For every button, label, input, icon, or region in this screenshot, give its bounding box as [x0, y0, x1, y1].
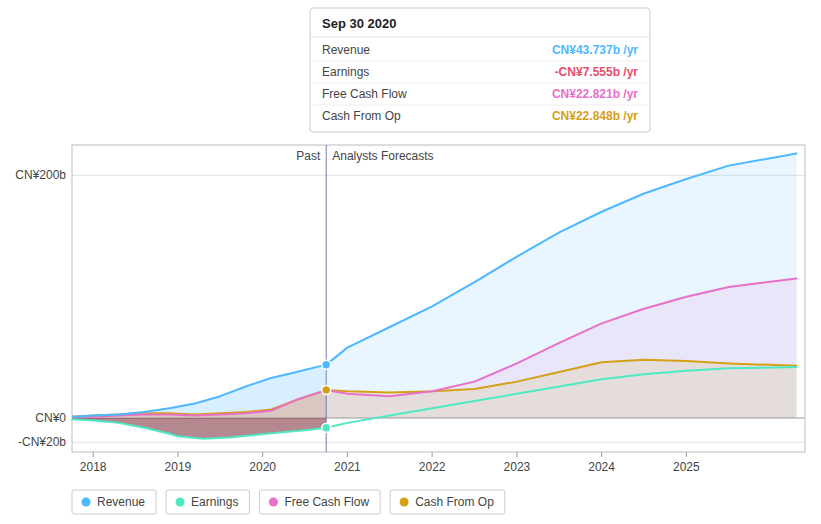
x-tick [432, 452, 433, 457]
series-line [72, 278, 797, 416]
area-past [72, 365, 326, 418]
legend-box [166, 490, 249, 514]
x-tick-label: 2021 [334, 460, 361, 474]
x-tick [601, 452, 602, 457]
plot-frame [72, 145, 805, 452]
divider-marker [322, 360, 331, 369]
x-tick [686, 452, 687, 457]
tooltip-label: Free Cash Flow [322, 87, 407, 101]
tooltip-label: Cash From Op [322, 109, 401, 123]
x-tick-label: 2019 [165, 460, 192, 474]
tooltip-box [310, 8, 650, 132]
area-forecast [326, 278, 796, 418]
legend-marker [269, 498, 278, 507]
x-tick-label: 2024 [588, 460, 615, 474]
y-tick-label: CN¥0 [35, 411, 66, 425]
legend-label: Cash From Op [415, 495, 494, 509]
tooltip-value: -CN¥7.555b /yr [555, 65, 639, 79]
tooltip-value: CN¥22.821b /yr [552, 87, 638, 101]
plot-area [72, 145, 797, 452]
x-tick-label: 2025 [673, 460, 700, 474]
x-tick [262, 452, 263, 457]
tooltip: Sep 30 2020 Revenue CN¥43.737b /yr Earnings… [310, 8, 650, 132]
legend: Revenue Earnings Free Cash Flow Cash From O… [72, 490, 505, 514]
tooltip-label: Earnings [322, 65, 369, 79]
legend-label: Revenue [97, 495, 145, 509]
tooltip-title: Sep 30 2020 [322, 16, 396, 31]
legend-box [72, 490, 156, 514]
tooltip-separator [310, 61, 650, 62]
y-tick-label: CN¥200b [15, 168, 66, 182]
y-tick-label: -CN¥20b [18, 435, 66, 449]
legend-box [390, 490, 505, 514]
tooltip-separator [310, 105, 650, 106]
x-tick-label: 2020 [249, 460, 276, 474]
tooltip-value: CN¥43.737b /yr [552, 43, 638, 57]
legend-marker [82, 498, 91, 507]
x-tick-label: 2022 [419, 460, 446, 474]
tooltip-value: CN¥22.848b /yr [552, 109, 638, 123]
divider-marker [322, 386, 331, 395]
x-tick [93, 452, 94, 457]
x-tick-label: 2023 [504, 460, 531, 474]
tooltip-separator [310, 37, 650, 38]
tooltip-label: Revenue [322, 43, 370, 57]
legend-box [259, 490, 380, 514]
divider-line [326, 145, 327, 452]
grid-line [72, 442, 805, 443]
legend-label: Earnings [191, 495, 238, 509]
x-tick [347, 452, 348, 457]
x-tick [516, 452, 517, 457]
series-line [72, 153, 797, 416]
divider-marker [322, 423, 331, 432]
divider-label: Past [296, 149, 321, 163]
divider-label: Analysts Forecasts [332, 149, 433, 163]
x-tick-label: 2018 [80, 460, 107, 474]
tooltip-separator [310, 83, 650, 84]
x-tick [177, 452, 178, 457]
area-forecast [326, 153, 796, 418]
series-line [72, 367, 797, 439]
legend-label: Free Cash Flow [284, 495, 369, 509]
chart: -CN¥20b CN¥0 CN¥200b 2018 2019 2020 2021 2022… [0, 0, 821, 524]
legend-marker [176, 498, 185, 507]
legend-marker [400, 498, 409, 507]
